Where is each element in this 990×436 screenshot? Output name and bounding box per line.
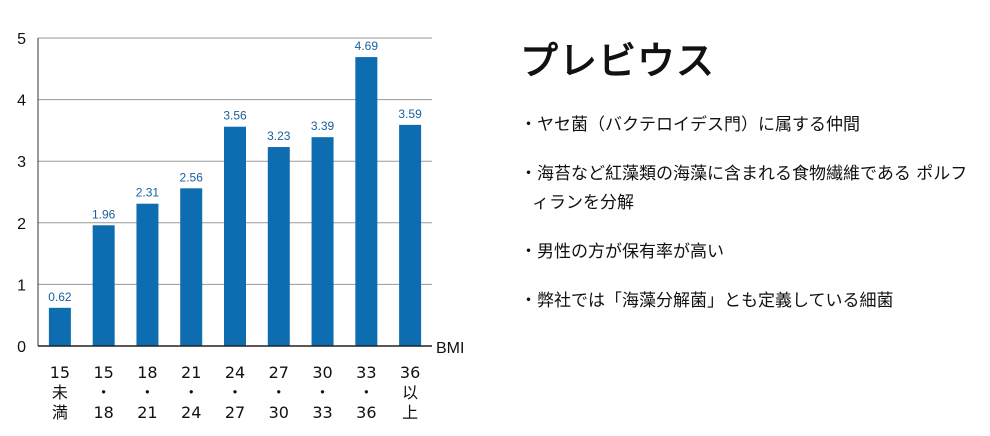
x-tick-label: 以 [402,383,418,402]
x-tick-label: ・ [183,383,199,402]
y-tick-label: 1 [17,277,26,294]
panel-title: プレビウス [520,39,716,83]
bullet-list: ヤセ菌（バクテロイデス門）に属する仲間 海苔など紅藻類の海藻に含まれる食物繊維で… [516,111,976,316]
x-tick-label: 27 [225,403,245,422]
x-tick-label: 30 [269,403,289,422]
x-tick-label: ・ [96,383,112,402]
x-tick-label: ・ [227,383,243,402]
x-tick-label: 18 [137,363,157,382]
y-tick-label: 5 [17,31,26,48]
bullet-item: 男性の方が保有率が高い [516,238,976,267]
data-label: 2.56 [180,170,204,184]
bar [399,124,422,346]
y-tick-label: 4 [17,93,26,110]
x-tick-label: 21 [137,403,157,422]
bullet-item: ヤセ菌（バクテロイデス門）に属する仲間 [516,111,976,140]
x-tick-label: 未 [52,383,68,402]
y-tick-label: 3 [17,154,26,171]
x-tick-label: 33 [356,363,376,382]
data-label: 1.96 [92,207,116,221]
bullet-item: 海苔など紅藻類の海藻に含まれる食物繊維である ポルフィランを分解 [516,160,976,218]
bar [48,307,71,346]
x-tick-label: 27 [269,363,289,382]
bar [180,188,203,346]
bar-chart: 0123450.6215未満1.9615・182.3118・212.5621・2… [17,31,464,422]
bar [311,137,334,346]
data-label: 4.69 [355,39,379,53]
x-tick-label: 18 [93,403,113,422]
x-tick-label: 24 [181,403,201,422]
x-tick-label: ・ [315,383,331,402]
x-tick-label: 24 [225,363,245,382]
description-panel: プレビウス ヤセ菌（バクテロイデス門）に属する仲間 海苔など紅藻類の海藻に含まれ… [516,30,976,336]
data-label: 0.62 [48,290,72,304]
data-label: 3.23 [267,129,291,143]
y-tick-label: 2 [17,216,26,233]
data-label: 3.59 [398,107,422,121]
x-tick-label: ・ [358,383,374,402]
x-tick-label: 15 [93,363,113,382]
bar [136,203,159,346]
x-tick-label: 上 [402,403,418,422]
bullet-item: 弊社では「海藻分解菌」とも定義している細菌 [516,287,976,316]
x-axis-label: BMI [436,340,464,357]
y-tick-label: 0 [17,339,26,356]
x-tick-label: 21 [181,363,201,382]
x-tick-label: 33 [312,403,332,422]
x-tick-label: 満 [52,403,68,422]
bar [92,225,115,346]
data-label: 2.31 [136,186,160,200]
x-tick-label: 36 [400,363,420,382]
data-label: 3.39 [311,119,335,133]
x-tick-label: ・ [271,383,287,402]
x-tick-label: 15 [50,363,70,382]
x-tick-label: 36 [356,403,376,422]
bar [355,57,378,346]
bar [267,147,290,346]
x-tick-label: ・ [139,383,155,402]
data-label: 3.56 [223,109,247,123]
bar [224,126,246,346]
x-tick-label: 30 [312,363,332,382]
